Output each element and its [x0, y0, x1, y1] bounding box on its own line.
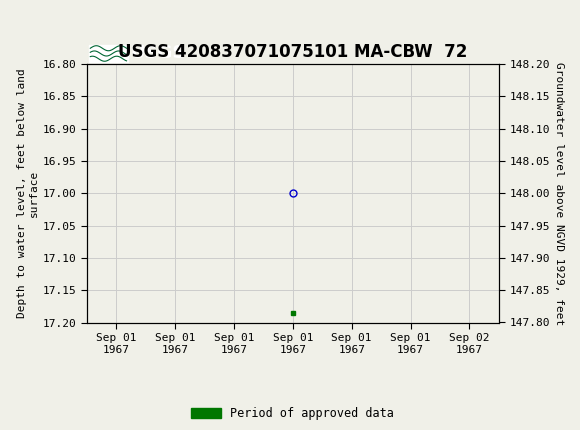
- Text: USGS: USGS: [130, 44, 186, 62]
- Title: USGS 420837071075101 MA-CBW  72: USGS 420837071075101 MA-CBW 72: [118, 43, 467, 61]
- Y-axis label: Groundwater level above NGVD 1929, feet: Groundwater level above NGVD 1929, feet: [554, 61, 564, 325]
- Y-axis label: Depth to water level, feet below land
surface: Depth to water level, feet below land su…: [17, 68, 39, 318]
- Legend: Period of approved data: Period of approved data: [187, 403, 399, 425]
- Bar: [89, 45, 128, 62]
